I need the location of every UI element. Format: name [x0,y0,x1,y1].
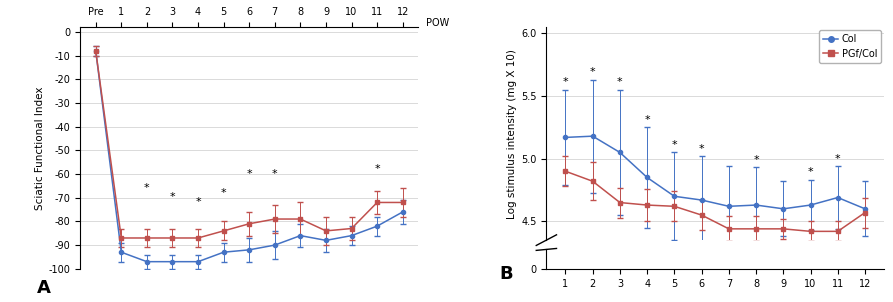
Text: *: * [374,164,380,174]
Text: *: * [699,144,705,154]
Text: *: * [221,188,227,198]
Text: *: * [808,168,814,178]
Text: *: * [170,192,175,202]
Text: *: * [590,67,596,77]
Text: *: * [144,183,150,193]
Text: POW: POW [426,18,449,28]
Y-axis label: Sciatic Functional Index: Sciatic Functional Index [35,86,45,210]
Text: *: * [272,169,278,179]
Text: *: * [645,115,650,125]
Text: *: * [617,77,622,87]
Text: *: * [196,197,201,207]
Text: *: * [835,154,840,164]
Y-axis label: Log stimulus intensity (mg X 10): Log stimulus intensity (mg X 10) [507,49,517,219]
Text: *: * [246,169,252,179]
Legend: Col, PGf/Col: Col, PGf/Col [820,30,881,63]
Text: B: B [499,265,513,284]
Text: *: * [672,140,677,150]
Text: *: * [754,155,759,165]
Text: A: A [37,279,50,297]
Text: *: * [563,77,568,87]
